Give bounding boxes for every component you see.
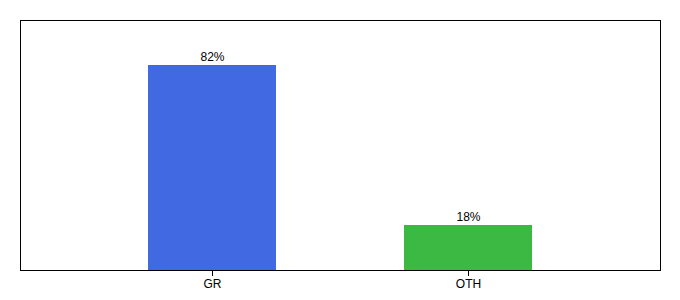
svg-text:82%: 82%	[200, 50, 224, 64]
svg-text:GR: GR	[204, 277, 222, 291]
svg-text:OTH: OTH	[456, 277, 481, 291]
svg-text:18%: 18%	[456, 210, 480, 224]
